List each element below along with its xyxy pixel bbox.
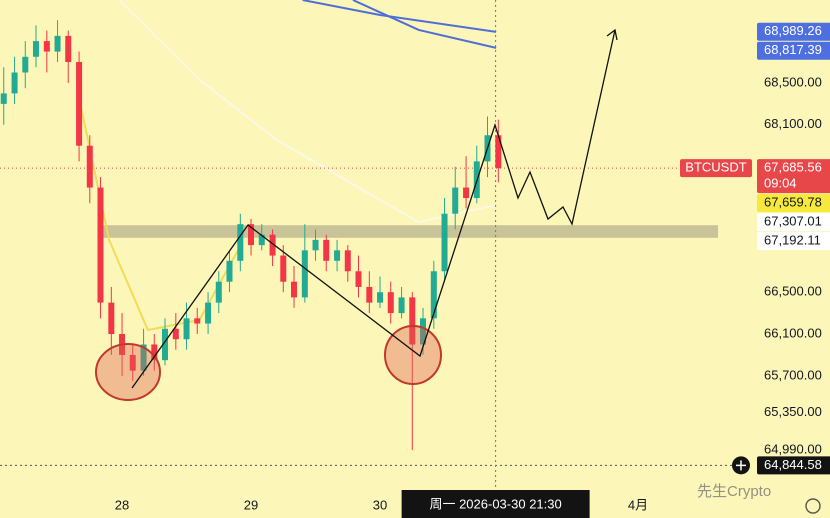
price-label-box: [757, 194, 830, 213]
candle-body: [76, 62, 83, 146]
symbol-tag: [680, 159, 752, 178]
price-label: 67,685.56: [764, 160, 822, 175]
candle-body: [248, 224, 255, 246]
countdown: 09:04: [764, 176, 797, 191]
price-label-box: [757, 456, 830, 475]
price-label-box: [757, 213, 830, 232]
plot-area: [0, 0, 750, 488]
y-tick-label: 66,500.00: [764, 284, 822, 299]
arrow-head: [606, 28, 618, 41]
candle-body: [215, 281, 222, 303]
y-tick-label: 68,100.00: [764, 116, 822, 131]
candle-body: [419, 318, 426, 345]
x-tick-label: 4月: [628, 497, 648, 512]
candle-body: [205, 302, 212, 324]
y-tick-label: 65,350.00: [764, 404, 822, 419]
price-label: 67,659.78: [764, 195, 822, 210]
candle-body: [344, 250, 351, 272]
candle-body: [258, 234, 265, 246]
price-label: 68,989.26: [764, 23, 822, 38]
candle-body: [22, 56, 29, 73]
support-zone: [100, 225, 719, 238]
candle-body: [237, 224, 244, 261]
candle-body: [452, 187, 459, 214]
crosshair-time-box: [401, 490, 590, 518]
price-label-box: [757, 159, 830, 194]
candle-body: [387, 292, 394, 314]
candle-body: [108, 302, 115, 335]
candle-body: [0, 93, 7, 104]
candle-body: [280, 255, 287, 282]
price-label-box: [757, 41, 830, 60]
candle-body: [409, 297, 416, 345]
price-label: 67,307.01: [764, 214, 822, 229]
highlight-circle: [95, 343, 161, 401]
settings-icon[interactable]: [805, 498, 821, 514]
candle-body: [194, 318, 201, 324]
y-tick-label: 66,100.00: [764, 325, 822, 340]
candle-body: [183, 318, 190, 340]
crosshair-time-label: 周一 2026-03-30 21:30: [429, 496, 561, 511]
candle-body: [463, 187, 470, 199]
candle-body: [140, 344, 147, 371]
watermark: 先生Crypto: [697, 483, 771, 500]
price-label-box: [757, 22, 830, 41]
candle-body: [290, 281, 297, 298]
candle-body: [161, 328, 168, 361]
candle-body: [269, 234, 276, 256]
x-tick-label: 30: [373, 497, 387, 512]
candle-body: [65, 35, 72, 63]
add-alert-plus: [736, 460, 746, 471]
candle-body: [129, 354, 136, 371]
candle-body: [366, 286, 373, 303]
candle-body: [11, 72, 18, 94]
y-tick-label: 65,700.00: [764, 367, 822, 382]
y-tick-label: 68,500.00: [764, 74, 822, 89]
candle-body: [43, 41, 50, 52]
moving-average: [118, 0, 497, 224]
candle-body: [398, 297, 405, 314]
candle-body: [334, 250, 341, 261]
candle-body: [377, 292, 384, 303]
x-tick-label: 28: [115, 497, 129, 512]
candle-body: [312, 239, 319, 251]
price-label: 64,844.58: [764, 457, 822, 472]
pattern-drawing: [131, 29, 616, 389]
candle-body: [97, 187, 104, 303]
price-label: 68,817.39: [764, 42, 822, 57]
candle-body: [86, 145, 93, 188]
axes: 68,500.00 68,100.00 66,500.00 66,100.00 65,7…: [0, 22, 830, 518]
highlight-circle: [384, 325, 442, 385]
moving-average: [352, 0, 497, 49]
candle-body: [151, 344, 158, 361]
candle-body: [355, 271, 362, 287]
candle-body: [301, 250, 308, 298]
y-tick-label: 64,990.00: [764, 442, 822, 457]
candle-body: [172, 328, 179, 340]
price-label: 67,192.11: [764, 233, 821, 248]
x-tick-label: 29: [244, 497, 258, 512]
candle-body: [441, 213, 448, 272]
candle-body: [226, 260, 233, 282]
symbol-label: BTCUSDT: [685, 160, 746, 175]
candle-body: [430, 271, 437, 319]
candle-body: [495, 135, 502, 169]
price-label-box: [757, 232, 830, 251]
candle-body: [32, 41, 39, 57]
moving-average: [302, 0, 497, 33]
candle-body: [54, 35, 61, 52]
candle-body: [323, 239, 330, 261]
